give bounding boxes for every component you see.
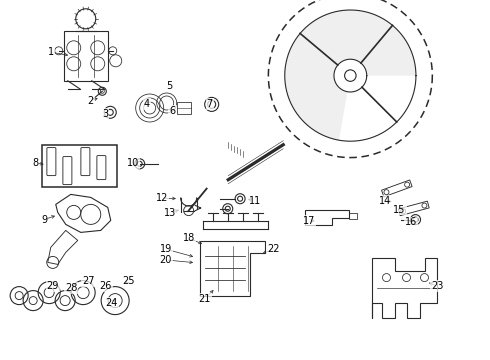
Text: 1: 1 [49,47,54,57]
Text: 24: 24 [105,298,118,308]
Text: 7: 7 [207,99,213,109]
Text: 23: 23 [431,281,443,291]
Text: 27: 27 [82,276,95,286]
Polygon shape [286,10,416,76]
Text: 16: 16 [405,217,417,228]
Bar [177,102,191,114]
Bar [64,31,108,81]
Text: 26: 26 [99,281,112,291]
Text: 20: 20 [159,255,172,265]
Text: 28: 28 [65,283,77,293]
Bar [42,145,117,186]
Text: 22: 22 [267,244,280,254]
Text: 6: 6 [170,106,175,116]
Text: 2: 2 [88,96,94,106]
Text: 10: 10 [127,158,140,168]
Text: 13: 13 [165,208,177,218]
Polygon shape [285,64,347,140]
Text: 4: 4 [144,99,150,109]
Text: 14: 14 [379,195,391,206]
Text: 11: 11 [249,195,261,206]
Text: 3: 3 [102,109,108,119]
Bar [349,213,357,219]
Text: 18: 18 [183,233,195,243]
Text: 9: 9 [41,215,47,225]
Text: 25: 25 [122,276,135,286]
Text: 29: 29 [47,281,59,291]
Text: 21: 21 [198,294,211,304]
Text: 8: 8 [32,158,38,168]
Text: 17: 17 [302,216,315,226]
Text: 5: 5 [166,81,172,91]
Text: 19: 19 [160,244,172,254]
Text: 12: 12 [155,193,168,203]
Text: 15: 15 [393,204,406,215]
